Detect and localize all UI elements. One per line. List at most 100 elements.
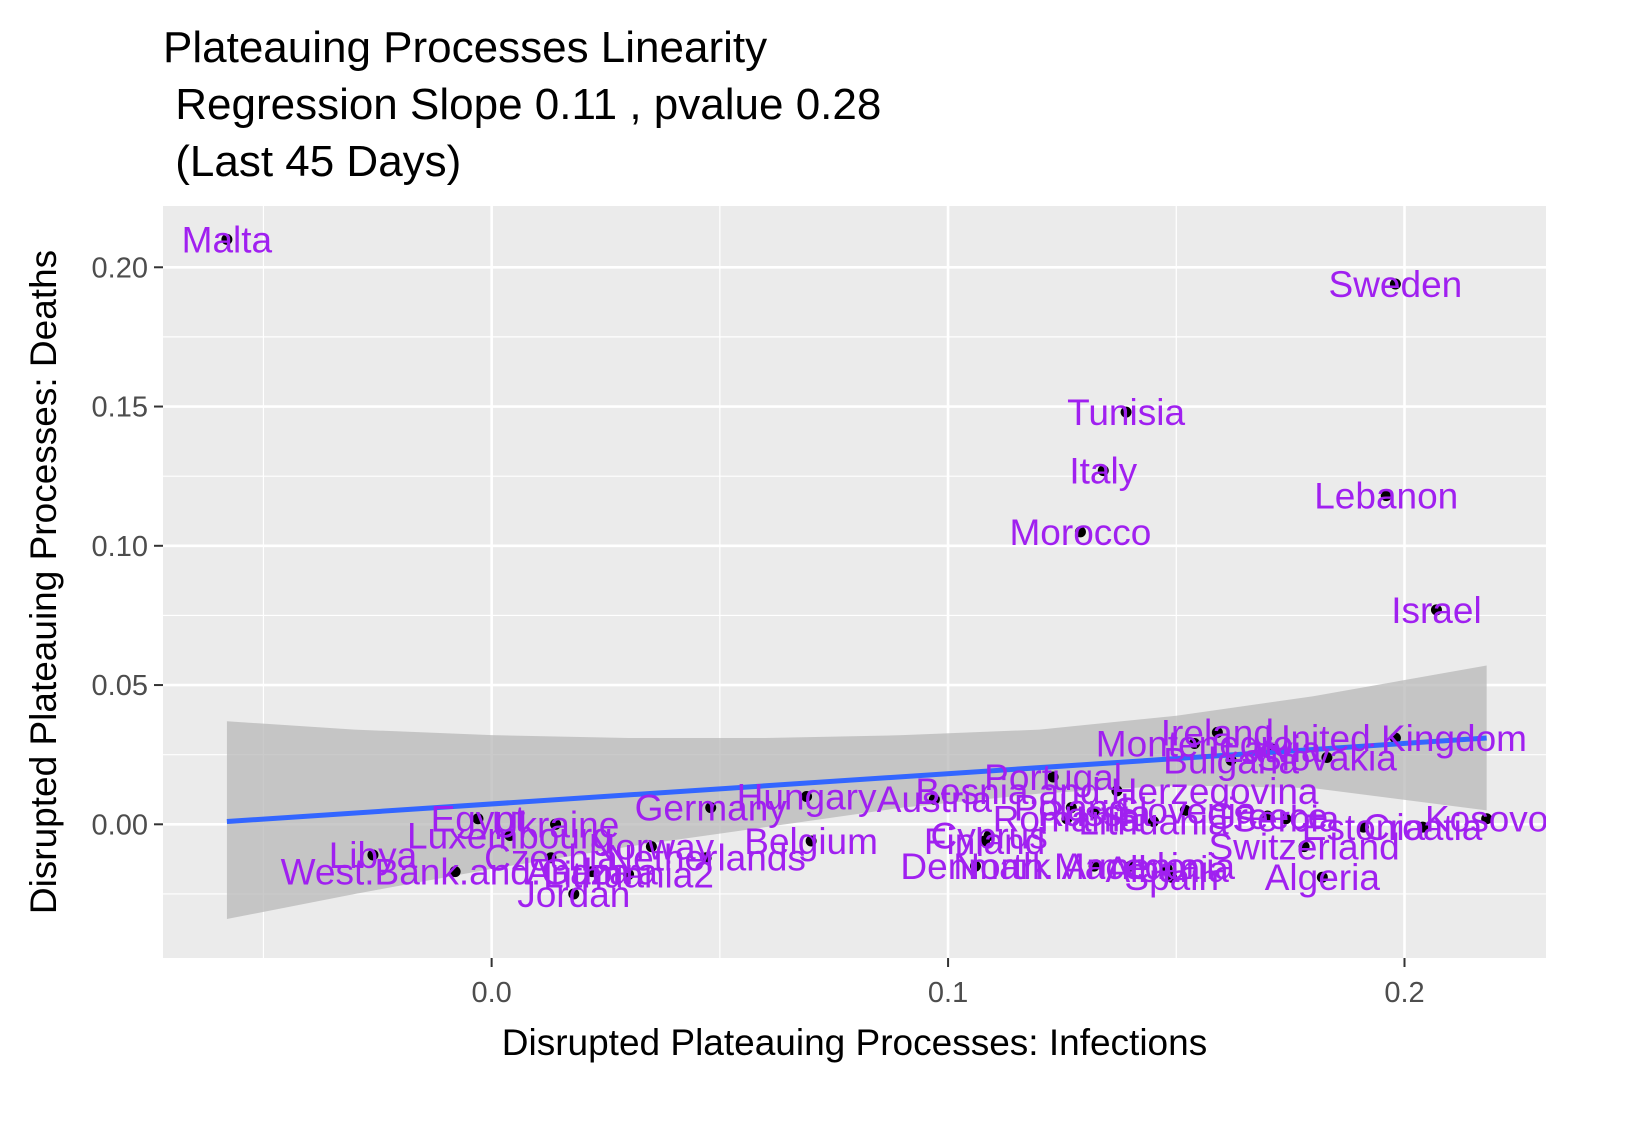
point-label-lebanon: Lebanon — [1314, 476, 1458, 517]
point-bosnia-and-herzegovina — [1111, 785, 1123, 797]
point-west-bank-and-gaza — [449, 866, 461, 878]
point-label-spain: Spain — [1124, 857, 1219, 898]
point-label-romania: Romania — [993, 799, 1141, 840]
point-label-libya: Libya — [329, 835, 418, 876]
point-estonia — [1357, 821, 1369, 833]
title-line-3: (Last 45 Days) — [163, 137, 461, 186]
point-label-armenia: Armenia — [1062, 846, 1200, 887]
point-belgium — [805, 835, 817, 847]
point-label-serbia: Serbia — [1232, 799, 1339, 840]
point-slovenia — [1179, 804, 1191, 816]
point-label-algeria: Algeria — [1265, 857, 1381, 898]
point-label-tunisia: Tunisia — [1067, 392, 1185, 433]
point-label-croatia: Croatia — [1363, 807, 1483, 848]
point-finland — [979, 835, 991, 847]
point-greece — [1262, 810, 1274, 822]
point-label-malta: Malta — [182, 219, 273, 260]
point-norway — [645, 841, 657, 853]
point-label-lithuania2: Lithuania2 — [543, 854, 714, 895]
point-label-slovenia: Slovenia — [1114, 790, 1256, 831]
y-axis-label: Disrupted Plateauing Processes: Deaths — [23, 250, 64, 914]
point-poland — [1065, 802, 1077, 814]
point-spain — [1166, 871, 1178, 883]
x-tick-label: 0.0 — [471, 977, 511, 1009]
point-label-hungary: Hungary — [737, 776, 877, 817]
point-jordan — [568, 888, 580, 900]
axes: 0.0 0.1 0.2 0.00 0.05 0.10 0.15 0.20 — [92, 252, 1425, 1009]
point-label-slovakia: Slovakia — [1257, 737, 1397, 778]
point-united-kingdom — [1389, 732, 1401, 744]
point-germany — [705, 802, 717, 814]
point-ireland — [1211, 726, 1223, 738]
point-lithuania2 — [623, 868, 635, 880]
point-label-austria: Austria — [877, 779, 993, 820]
point-italy — [1097, 465, 1109, 477]
point-label-sweden: Sweden — [1329, 264, 1463, 305]
y-tick-label: 0.00 — [92, 809, 148, 841]
point-label-russia: Russia — [1038, 793, 1152, 834]
point-czechia — [545, 852, 557, 864]
point-croatia — [1417, 821, 1429, 833]
point-egypt — [472, 813, 484, 825]
point-label-bulgaria: Bulgaria — [1163, 740, 1299, 781]
point-austria — [928, 793, 940, 805]
point-libya — [367, 849, 379, 861]
point-label-montenegro: Montenegro — [1096, 724, 1293, 765]
point-romania — [1061, 813, 1073, 825]
point-label-italy: Italy — [1069, 451, 1137, 492]
point-morocco — [1074, 526, 1086, 538]
point-label-morocco: Morocco — [1009, 512, 1151, 553]
point-switzerland — [1298, 841, 1310, 853]
point-netherlands — [700, 852, 712, 864]
point-ukraine — [550, 818, 562, 830]
point-label-kosovo: Kosovo — [1425, 799, 1548, 840]
point-lebanon — [1380, 490, 1392, 502]
point-label-jordan: Jordan — [517, 874, 630, 915]
point-label-netherlands: Netherlands — [606, 838, 806, 879]
point-portugal — [1047, 771, 1059, 783]
point-label-israel: Israel — [1391, 590, 1481, 631]
point-label-andorra: Andorra — [526, 852, 658, 893]
confidence-band — [226, 665, 1487, 920]
point-tunisia — [1120, 406, 1132, 418]
chart-title: Plateauing Processes Linearity Regressio… — [163, 23, 881, 186]
point-luxembourg — [504, 829, 516, 841]
point-montenegro — [1189, 738, 1201, 750]
point-sweden — [1389, 278, 1401, 290]
point-russia — [1088, 807, 1100, 819]
point-albania — [1161, 863, 1173, 875]
point-andorra — [586, 866, 598, 878]
point-hungary — [801, 790, 813, 802]
point-label-germany: Germany — [635, 788, 788, 829]
point-labels: Malta Sweden Tunisia Italy Lebanon Morocco Isr… — [182, 219, 1548, 915]
point-label-north-macedonia: North.Macedonia — [953, 846, 1235, 887]
point-armenia — [1125, 860, 1137, 872]
point-label-norway: Norway — [589, 827, 715, 868]
x-tick-label: 0.2 — [1384, 977, 1424, 1009]
point-label-west-bank-and-gaza: West.Bank.and.Gaza — [281, 852, 630, 893]
point-label-denmark: Denmark — [900, 846, 1051, 887]
title-line-2: Regression Slope 0.11 , pvalue 0.28 — [163, 80, 881, 129]
point-label-ukraine: Ukraine — [492, 804, 620, 845]
point-algeria — [1316, 871, 1328, 883]
point-label-bosnia-and-herzegovina: Bosnia.and.Herzegovina — [915, 771, 1319, 812]
y-tick-label: 0.10 — [92, 531, 148, 563]
point-denmark — [969, 860, 981, 872]
plot-panel: Malta Sweden Tunisia Italy Lebanon Morocco Isr… — [163, 206, 1548, 958]
point-label-united-kingdom: United Kingdom — [1264, 718, 1527, 759]
point-serbia — [1280, 813, 1292, 825]
y-tick-label: 0.05 — [92, 670, 148, 702]
point-north-macedonia — [1088, 860, 1100, 872]
point-label-egypt: Egypt — [431, 799, 526, 840]
regression-line — [226, 735, 1487, 825]
y-tick-label: 0.20 — [92, 252, 148, 284]
point-slovakia — [1321, 751, 1333, 763]
point-label-ireland: Ireland — [1161, 712, 1274, 753]
point-label-latvia: Latvia — [1223, 729, 1322, 770]
point-israel — [1430, 604, 1442, 616]
point-lithuania — [1147, 816, 1159, 828]
point-label-lithuania: Lithuania — [1078, 802, 1229, 843]
point-label-portugal: Portugal — [984, 757, 1122, 798]
